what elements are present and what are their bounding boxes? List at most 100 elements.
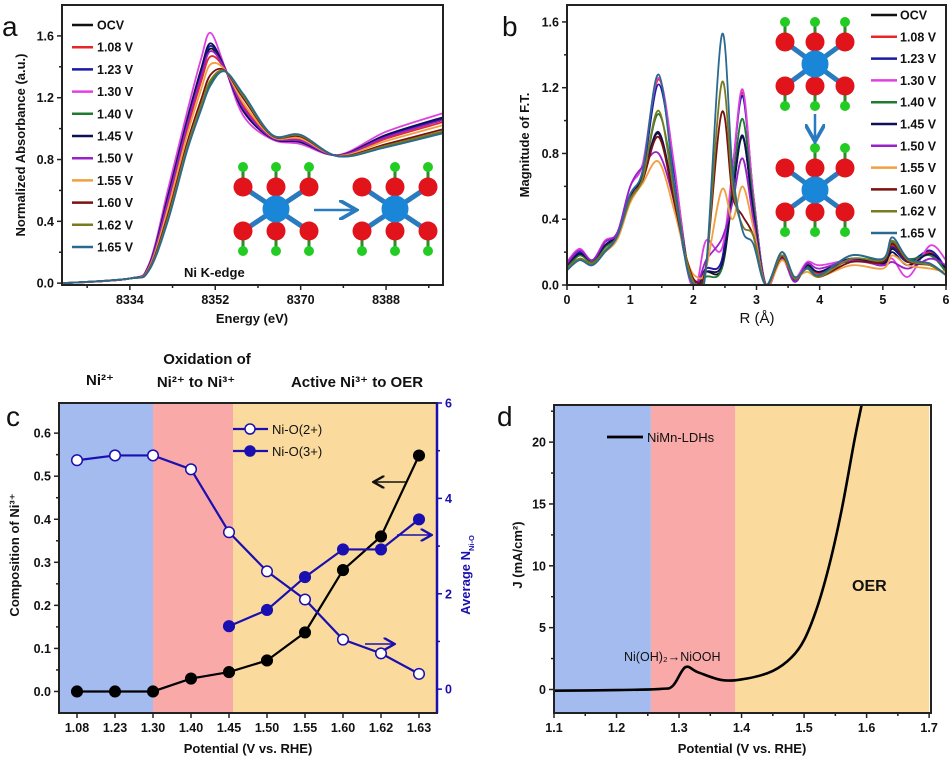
x-axis-title: Potential (V vs. RHE) <box>678 741 807 756</box>
x-tick-label: 8388 <box>372 293 400 307</box>
edge-annotation: Ni K-edge <box>184 265 245 280</box>
right-axis-title-subscript: Ni-O <box>467 535 476 551</box>
hydrogen-atom <box>810 17 820 27</box>
legend-marker <box>244 445 256 457</box>
data-point <box>108 449 122 462</box>
x-tick-label: 1.60 <box>331 721 355 735</box>
legend-label: 1.23 V <box>900 52 937 66</box>
y-tick-label: 0.1 <box>34 642 51 656</box>
panel-b-ft-exafs: b 0 1 2 3 4 5 6 0.0 0.4 0.8 1.2 1.6 OCV 1.08 V 1.23 V 1.… <box>502 4 950 327</box>
x-axis-title: R (Å) <box>740 310 775 327</box>
y-tick-label: 20 <box>532 436 546 450</box>
legend-label: 1.65 V <box>97 241 134 255</box>
series-line <box>76 454 420 675</box>
y-tick-label: 0.4 <box>37 215 54 229</box>
data-point <box>374 530 388 543</box>
y-tick-label: 0.4 <box>34 513 51 527</box>
series-group <box>63 31 443 284</box>
oxygen-atom <box>805 158 825 178</box>
data-point <box>70 685 84 698</box>
legend-label: 1.08 V <box>900 30 937 44</box>
legend-label: Ni-O(2+) <box>272 422 322 437</box>
series-line <box>77 455 420 693</box>
legend-label: Ni-O(3+) <box>272 444 322 459</box>
legend-label: NiMn-LDHs <box>647 430 715 445</box>
oxygen-atom <box>835 158 855 178</box>
data-point <box>298 593 312 606</box>
hydrogen-atom <box>810 227 820 237</box>
legend-marker <box>244 423 256 435</box>
oxygen-atom <box>352 177 372 197</box>
y-tick-label: 1.6 <box>542 15 559 29</box>
y-tick-label: 0.4 <box>542 213 559 227</box>
legend-label: 1.23 V <box>97 63 134 77</box>
y-tick-label: 5 <box>539 621 546 635</box>
y-tick-label: 15 <box>532 497 546 511</box>
peak-annotation: Ni(OH)₂→NiOOH <box>624 650 721 664</box>
legend-label: OCV <box>900 9 928 23</box>
oxygen-atom <box>775 32 795 52</box>
hydrogen-atom <box>423 246 433 256</box>
hydrogen-atom <box>238 246 248 256</box>
hydrogen-atom <box>238 162 248 172</box>
hydrogen-atom <box>780 101 790 111</box>
x-tick-label: 1.08 <box>65 721 89 735</box>
oxygen-atom <box>775 158 795 178</box>
hydrogen-atom <box>840 17 850 27</box>
series-line-nimn-ldhs <box>554 405 863 692</box>
octahedral-structure-model <box>352 162 438 256</box>
legend-label: 1.50 V <box>97 152 134 166</box>
octahedral-structure-model <box>233 162 319 256</box>
hydrogen-atom <box>304 246 314 256</box>
data-point <box>336 543 350 556</box>
y-tick-label: 1.6 <box>37 29 54 43</box>
y-right-tick-label: 4 <box>445 492 452 506</box>
hydrogen-atom <box>840 101 850 111</box>
panel-label-c: c <box>6 401 20 432</box>
legend-label: 1.55 V <box>97 174 134 188</box>
hydrogen-atom <box>271 246 281 256</box>
x-tick-label: 4 <box>816 293 823 307</box>
y-tick-label: 0.5 <box>34 470 51 484</box>
data-point <box>412 667 426 680</box>
nickel-atom <box>262 195 290 223</box>
data-point <box>146 449 160 462</box>
data-point <box>260 603 274 617</box>
region-heading-oxidation-line2: Ni²⁺ to Ni³⁺ <box>157 374 235 391</box>
data-point <box>374 543 388 556</box>
x-tick-label: 1.62 <box>369 721 393 735</box>
x-tick-label: 6 <box>943 293 950 307</box>
legend-label: 1.55 V <box>900 161 937 175</box>
legend-label: 1.60 V <box>97 196 134 210</box>
x-tick-label: 1.23 <box>103 721 127 735</box>
oxygen-atom <box>805 76 825 96</box>
x-tick-label: 1.55 <box>293 721 317 735</box>
x-tick-label: 1.45 <box>217 721 241 735</box>
x-tick-label: 1.63 <box>407 721 431 735</box>
oxygen-atom <box>775 76 795 96</box>
legend-label: 1.45 V <box>97 130 134 144</box>
right-axis-title: Average NNi-O <box>458 535 476 615</box>
oxygen-atom <box>266 177 286 197</box>
y-axis-title: Composition of Ni³⁺ <box>7 493 22 616</box>
data-point <box>336 633 350 646</box>
data-point <box>222 526 236 539</box>
hydrogen-atom <box>840 143 850 153</box>
legend-label: OCV <box>97 19 125 33</box>
y-right-tick-label: 6 <box>445 397 452 411</box>
hydrogen-atom <box>840 227 850 237</box>
y-axis-title: Magnitude of F.T. <box>517 93 532 198</box>
panel-d-polarization: d 1.1 1.2 1.3 1.4 1.5 1.6 1.7 0 5 10 15 20 NiMn-LDHs N… <box>497 401 938 756</box>
x-tick-label: 1.30 <box>141 721 165 735</box>
data-point <box>260 654 274 667</box>
octahedral-structure-model <box>775 143 855 237</box>
oxygen-atom <box>418 177 438 197</box>
y-tick-label: 1.2 <box>542 81 559 95</box>
x-tick-label: 0 <box>564 293 571 307</box>
oxygen-atom <box>775 202 795 222</box>
data-point <box>184 672 198 685</box>
region-band-2 <box>153 403 233 713</box>
hydrogen-atom <box>390 162 400 172</box>
legend-label: 1.65 V <box>900 227 937 241</box>
